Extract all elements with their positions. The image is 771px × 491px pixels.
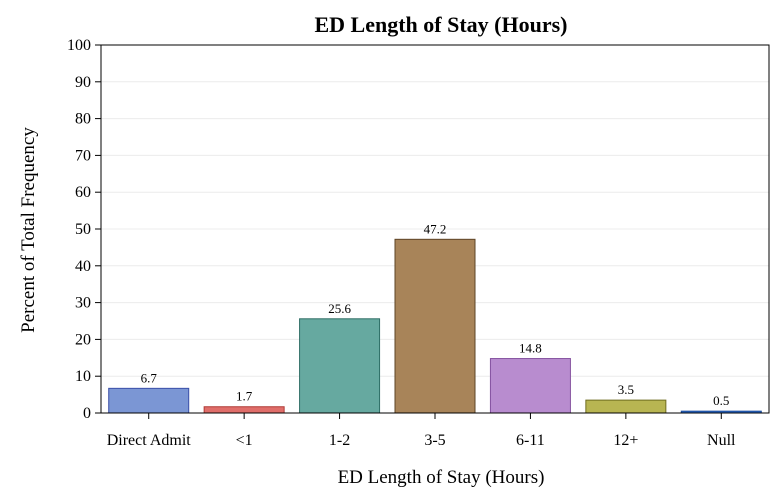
bar bbox=[203, 406, 285, 414]
x-axis-categories: Direct Admit <1 1-2 3-5 6-11 12+ Null bbox=[107, 413, 736, 449]
y-tick-label: 60 bbox=[75, 184, 91, 201]
x-category-label: Null bbox=[707, 432, 736, 449]
bar bbox=[394, 238, 476, 414]
bar-value-label: 0.5 bbox=[713, 393, 729, 408]
bar bbox=[299, 318, 381, 414]
plot-frame bbox=[100, 44, 770, 414]
y-tick-label: 90 bbox=[75, 74, 91, 91]
bar bbox=[108, 387, 190, 414]
y-tick-label: 50 bbox=[75, 221, 91, 238]
data-labels: 6.7 1.7 25.6 47.2 14.8 3.5 0.5 bbox=[141, 221, 730, 408]
x-category-label: 6-11 bbox=[516, 432, 545, 449]
bar-value-label: 25.6 bbox=[328, 301, 351, 316]
x-category-label: <1 bbox=[236, 432, 253, 449]
chart-title: ED Length of Stay (Hours) bbox=[314, 12, 567, 37]
x-category-label: 1-2 bbox=[329, 432, 350, 449]
x-category-label: 3-5 bbox=[424, 432, 445, 449]
bar-value-label: 1.7 bbox=[236, 389, 253, 404]
x-axis-label: ED Length of Stay (Hours) bbox=[338, 467, 545, 488]
y-tick-label: 30 bbox=[75, 295, 91, 312]
y-tick-label: 20 bbox=[75, 331, 91, 348]
bar-value-label: 47.2 bbox=[424, 221, 447, 236]
bar-value-label: 14.8 bbox=[519, 341, 542, 356]
gridlines bbox=[101, 81, 769, 377]
x-category-label: 12+ bbox=[613, 432, 638, 449]
bar-value-label: 3.5 bbox=[618, 382, 634, 397]
y-tick-label: 100 bbox=[67, 37, 91, 54]
y-tick-label: 10 bbox=[75, 368, 91, 385]
bars bbox=[108, 238, 762, 414]
x-category-label: Direct Admit bbox=[107, 432, 192, 449]
y-axis-ticks: 0 10 20 30 40 50 60 70 80 90 100 bbox=[67, 37, 101, 422]
bar bbox=[489, 358, 571, 414]
y-tick-label: 0 bbox=[83, 405, 91, 422]
bar bbox=[585, 399, 667, 414]
y-tick-label: 80 bbox=[75, 111, 91, 128]
y-tick-label: 40 bbox=[75, 258, 91, 275]
bar-value-label: 6.7 bbox=[141, 370, 158, 385]
y-tick-label: 70 bbox=[75, 147, 91, 164]
y-axis-label: Percent of Total Frequency bbox=[18, 127, 39, 333]
